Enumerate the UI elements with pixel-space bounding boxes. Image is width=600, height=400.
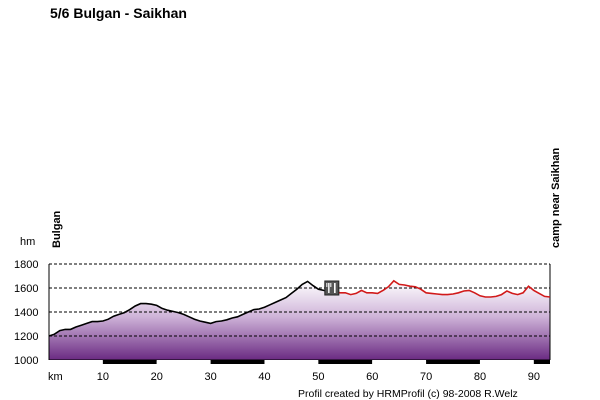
y-tick-label: 1200 bbox=[14, 331, 38, 343]
x-axis-label: km bbox=[48, 371, 63, 383]
y-tick-label: 1000 bbox=[14, 355, 38, 367]
elevation-area-fill bbox=[49, 280, 550, 360]
scale-bar-segment bbox=[210, 360, 265, 364]
scale-bar-segment bbox=[372, 360, 427, 364]
x-tick-label: 80 bbox=[474, 371, 486, 383]
restaurant-icon bbox=[324, 280, 340, 296]
x-tick-label: 10 bbox=[97, 371, 109, 383]
scale-bar-segment bbox=[49, 360, 103, 364]
scale-bar-segment bbox=[479, 360, 534, 364]
scale-bar-segment bbox=[102, 360, 157, 364]
x-tick-label: 60 bbox=[366, 371, 378, 383]
x-tick-label: 70 bbox=[420, 371, 432, 383]
end-location-label: camp near Saikhan bbox=[550, 147, 562, 248]
y-axis-label: hm bbox=[20, 236, 35, 248]
y-tick-label: 1600 bbox=[14, 283, 38, 295]
chart-title: 5/6 Bulgan - Saikhan bbox=[50, 5, 187, 21]
y-tick-label: 1400 bbox=[14, 307, 38, 319]
x-tick-label: 90 bbox=[528, 371, 540, 383]
start-location-label: Bulgan bbox=[51, 210, 63, 248]
scale-bar-segment bbox=[318, 360, 373, 364]
y-tick-label: 1800 bbox=[14, 259, 38, 271]
scale-bar-segment bbox=[264, 360, 319, 364]
scale-bar-segment bbox=[426, 360, 480, 364]
plot-area: 1000 1200 1400 1600 1800 10 20 30 40 50 60 70 80 90 bbox=[14, 259, 551, 383]
scale-bar-segment bbox=[533, 360, 550, 364]
x-tick-label: 50 bbox=[312, 371, 324, 383]
elevation-line-ridden bbox=[48, 280, 335, 337]
x-tick-label: 40 bbox=[258, 371, 270, 383]
x-tick-label: 30 bbox=[204, 371, 216, 383]
scale-bar-segment bbox=[156, 360, 211, 364]
x-tick-label: 20 bbox=[151, 371, 163, 383]
footer-credit: Profil created by HRMProfil (c) 98-2008 … bbox=[298, 388, 518, 400]
elevation-line-remaining bbox=[334, 279, 551, 298]
